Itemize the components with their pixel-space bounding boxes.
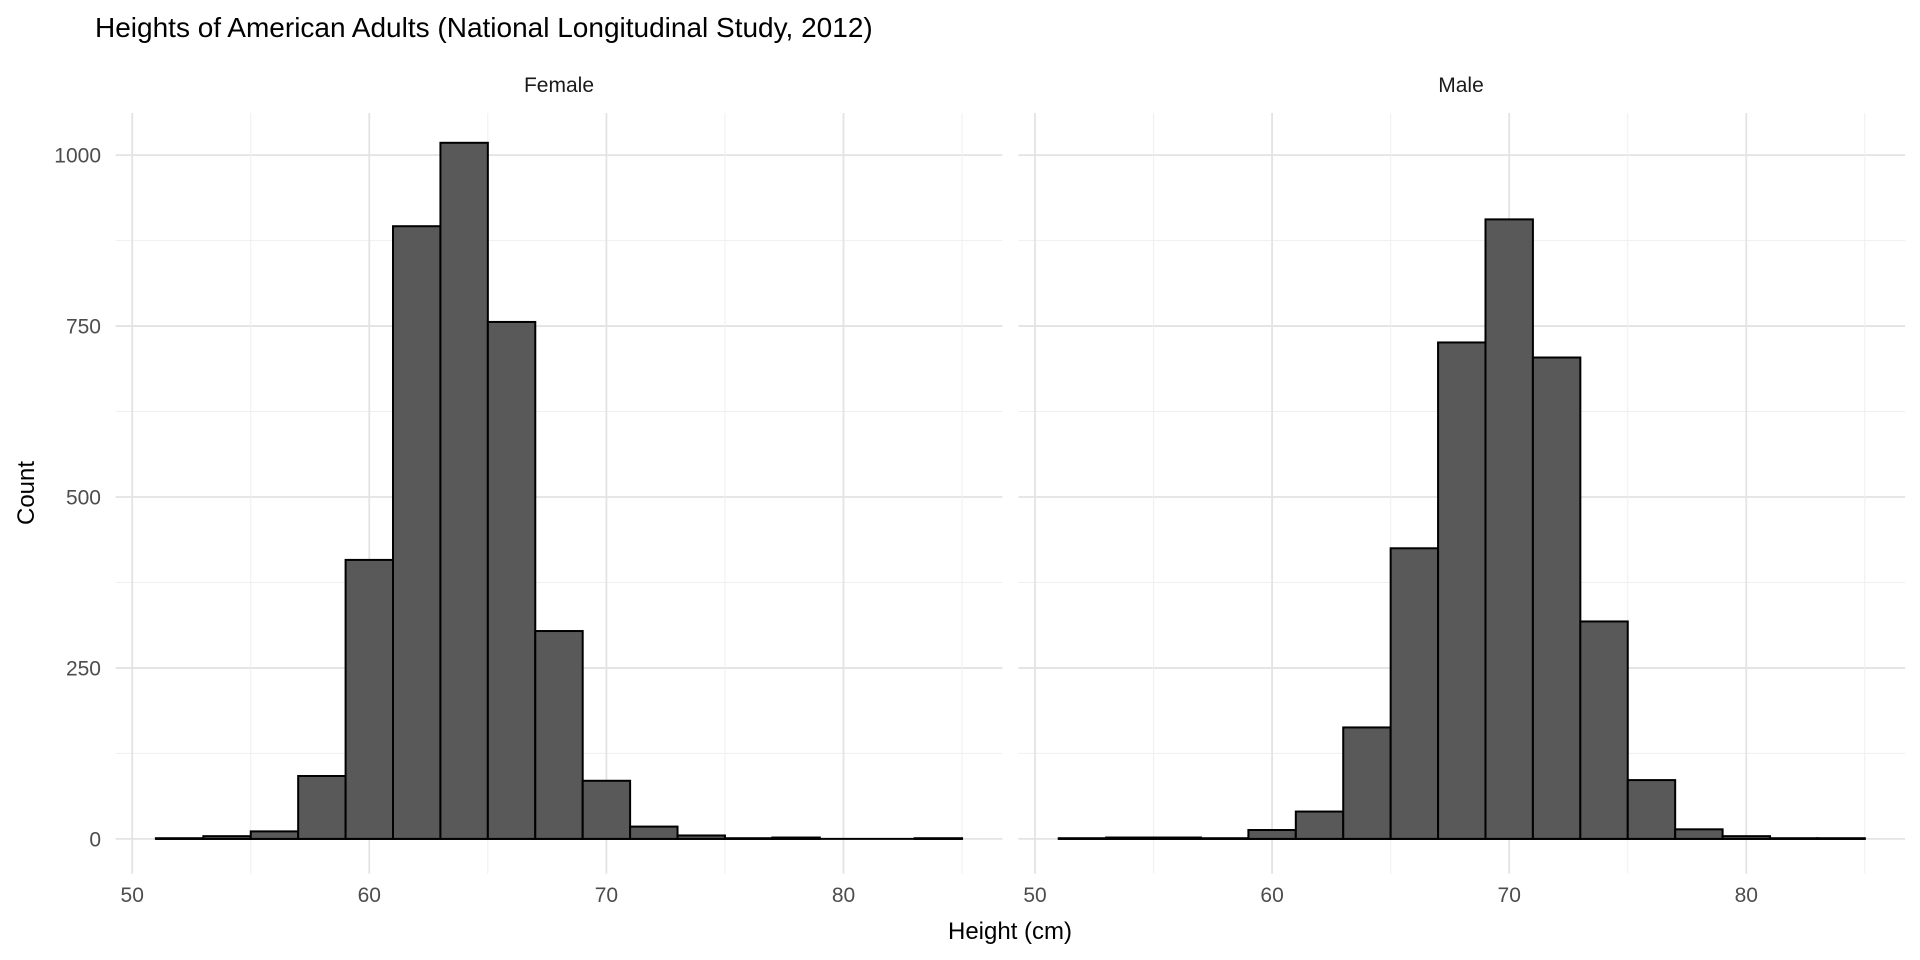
female-bar-75-77 <box>723 837 774 840</box>
female-bar-67-69 <box>534 630 584 840</box>
female-bar-73-75 <box>676 834 726 840</box>
female-x-tick-label-60: 60 <box>358 884 381 907</box>
female-bar-57-59 <box>297 774 347 840</box>
male-bar-83-85 <box>1816 837 1866 840</box>
male-x-tick-label-60: 60 <box>1260 884 1283 907</box>
male-bar-75-77 <box>1626 779 1677 840</box>
female-x-tick-label-50: 50 <box>121 884 144 907</box>
male-bar-73-75 <box>1579 620 1629 840</box>
female-bar-63-65 <box>439 141 489 840</box>
female-bar-77-79 <box>771 836 821 840</box>
female-bar-59-61 <box>344 558 395 840</box>
male-bar-57-59 <box>1199 837 1250 840</box>
male-bar-55-57 <box>1152 836 1202 840</box>
male-bar-81-83 <box>1769 837 1819 840</box>
y-tick-label-1000: 1000 <box>54 145 101 168</box>
male-bar-79-81 <box>1721 835 1772 840</box>
female-bar-53-55 <box>202 835 252 840</box>
female-bar-71-73 <box>629 825 679 840</box>
male-bar-77-79 <box>1674 828 1724 840</box>
female-bar-65-67 <box>486 320 537 840</box>
male-bar-59-61 <box>1247 829 1297 840</box>
female-bar-51-53 <box>154 837 205 840</box>
female-bar-83-85 <box>913 837 964 840</box>
male-bar-53-55 <box>1105 836 1155 840</box>
plot-panels: 50 60 70 80 50 60 70 80 0 250 500 750 1000 <box>54 113 1906 907</box>
female-bar-55-57 <box>249 830 300 840</box>
female-bar-69-71 <box>581 779 632 840</box>
facet-label-male: Male <box>1438 74 1484 97</box>
male-bar-61-63 <box>1294 810 1345 840</box>
male-x-tick-label-70: 70 <box>1498 884 1521 907</box>
facet-label-female: Female <box>524 74 594 97</box>
male-bar-51-53 <box>1057 837 1108 840</box>
female-x-tick-label-80: 80 <box>832 884 855 907</box>
male-bar-67-69 <box>1437 341 1487 840</box>
y-tick-label-500: 500 <box>66 487 101 510</box>
female-bar-61-63 <box>392 225 442 840</box>
male-bar-71-73 <box>1531 356 1582 840</box>
female-x-tick-label-70: 70 <box>595 884 618 907</box>
male-bar-65-67 <box>1389 547 1440 840</box>
chart-title: Heights of American Adults (National Lon… <box>95 12 873 43</box>
male-x-tick-label-50: 50 <box>1023 884 1046 907</box>
y-tick-label-750: 750 <box>66 316 101 339</box>
y-tick-label-0: 0 <box>89 828 101 851</box>
male-x-tick-label-80: 80 <box>1735 884 1758 907</box>
male-bar-69-71 <box>1484 218 1534 840</box>
x-axis-title: Height (cm) <box>948 918 1072 945</box>
male-bar-63-65 <box>1342 726 1392 840</box>
y-tick-label-250: 250 <box>66 657 101 680</box>
y-axis-title: Count <box>13 461 40 525</box>
